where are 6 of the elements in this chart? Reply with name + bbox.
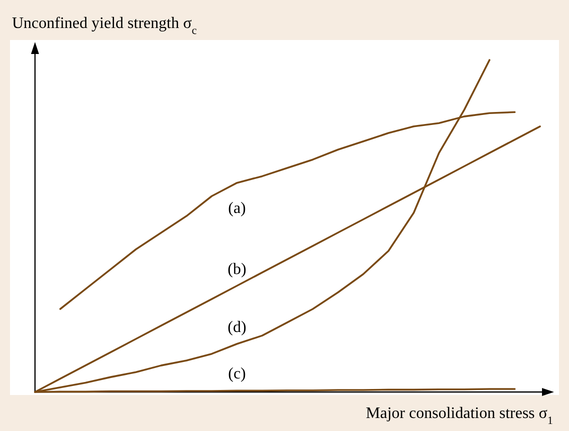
series-label: (d) xyxy=(228,318,246,336)
y-axis-title: Unconfined yield strength σ$_{c}$ xyxy=(12,15,197,37)
series-label: (c) xyxy=(228,366,246,383)
series-label: (b) xyxy=(228,260,246,278)
x-axis-title: Major consolidation stress σ$_{1}$ xyxy=(366,405,553,427)
series-label: (a) xyxy=(228,200,246,217)
